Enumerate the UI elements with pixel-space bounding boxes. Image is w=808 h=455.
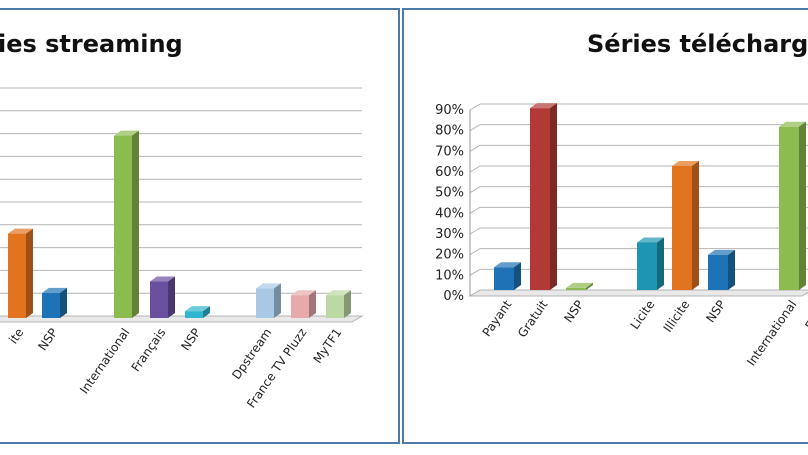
left-chart-title: ies streaming: [0, 30, 183, 58]
right-grid-diag: [469, 248, 481, 256]
left-bar: [291, 290, 316, 318]
right-bar: [566, 282, 593, 290]
right-y-tick-label: 10%: [435, 268, 464, 283]
right-grid-diag: [469, 227, 481, 235]
left-chart-panel: [0, 8, 400, 444]
right-y-tick-label: 70%: [435, 144, 464, 159]
right-category-label: International: [744, 298, 799, 369]
right-bar: [672, 161, 699, 290]
right-grid-diag: [469, 124, 481, 132]
right-category-label: NSP: [561, 298, 586, 326]
left-category-label: NSP: [35, 326, 60, 354]
right-grid-diag: [469, 186, 481, 194]
right-y-tick-label: 40%: [435, 206, 464, 221]
right-grid-diag: [469, 144, 481, 152]
right-category-label: Gratuit: [515, 297, 551, 340]
left-bar: [256, 283, 281, 318]
left-bar: [326, 290, 351, 318]
right-floor: [468, 289, 808, 297]
right-bar: [637, 237, 664, 290]
left-category-label: International: [77, 326, 132, 397]
right-bar: [708, 249, 735, 290]
right-category-label: NSP: [703, 298, 728, 326]
right-grid-diag: [469, 103, 481, 111]
right-chart-title: Séries télécharge: [587, 30, 808, 58]
left-category-label: MyTF1: [310, 326, 344, 366]
left-category-label: Français: [129, 326, 169, 375]
left-bar: [150, 276, 175, 318]
right-bar: [530, 103, 557, 290]
right-y-tick-label: 90%: [435, 103, 464, 118]
right-category-label: Payant: [480, 297, 515, 339]
right-grid-diag: [469, 206, 481, 214]
right-y-tick-label: 30%: [435, 227, 464, 242]
left-category-label: NSP: [178, 326, 203, 354]
right-category-label: Illicite: [661, 298, 693, 335]
right-chart-panel: [402, 8, 808, 444]
right-category-label: Franç: [802, 298, 808, 333]
right-grid-diag: [469, 165, 481, 173]
left-category-label: ite: [6, 326, 26, 347]
right-y-tick-label: 80%: [435, 124, 464, 139]
right-y-tick-label: 20%: [435, 248, 464, 263]
right-bar: [494, 262, 521, 290]
left-bar: [8, 228, 33, 318]
right-y-tick-label: 0%: [443, 289, 464, 304]
right-category-label: Licite: [628, 298, 658, 332]
left-bar: [114, 130, 139, 318]
right-grid-diag: [469, 268, 481, 276]
right-y-tick-label: 60%: [435, 165, 464, 180]
right-y-tick-label: 50%: [435, 186, 464, 201]
left-bar: [185, 306, 210, 318]
left-bar: [42, 287, 67, 318]
right-bar: [779, 121, 806, 290]
